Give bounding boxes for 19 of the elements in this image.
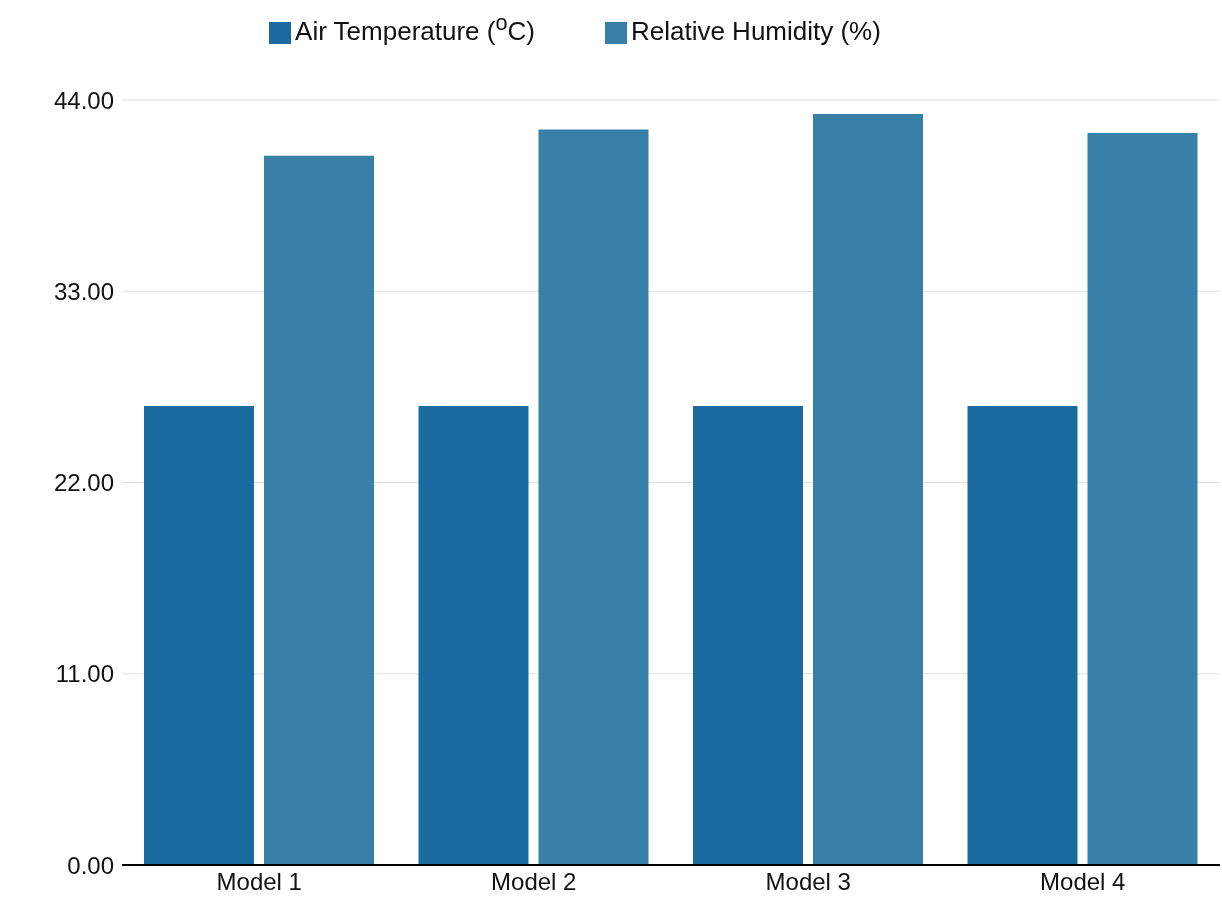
x-tick-label: Model 4 xyxy=(1040,868,1126,896)
y-tick-label: 22.00 xyxy=(53,469,114,497)
bar xyxy=(693,406,803,865)
y-tick-label: 44.00 xyxy=(53,86,114,114)
y-tick-label: 0.00 xyxy=(67,851,114,879)
bar xyxy=(538,129,649,865)
bar xyxy=(967,406,1078,865)
legend-label: Air Temperature ($^{o}$C) xyxy=(295,10,535,46)
x-tick-label: Model 1 xyxy=(216,868,302,896)
x-tick-label: Model 2 xyxy=(491,868,577,896)
y-tick-label: 33.00 xyxy=(53,277,114,305)
legend-label: Relative Humidity (%) xyxy=(630,15,881,46)
bar xyxy=(813,113,923,865)
bar xyxy=(1087,133,1198,865)
y-tick-label: 11.00 xyxy=(55,660,114,688)
bar xyxy=(418,406,529,865)
x-tick-label: Model 3 xyxy=(765,868,851,896)
bar xyxy=(144,406,254,865)
bar xyxy=(264,155,374,865)
